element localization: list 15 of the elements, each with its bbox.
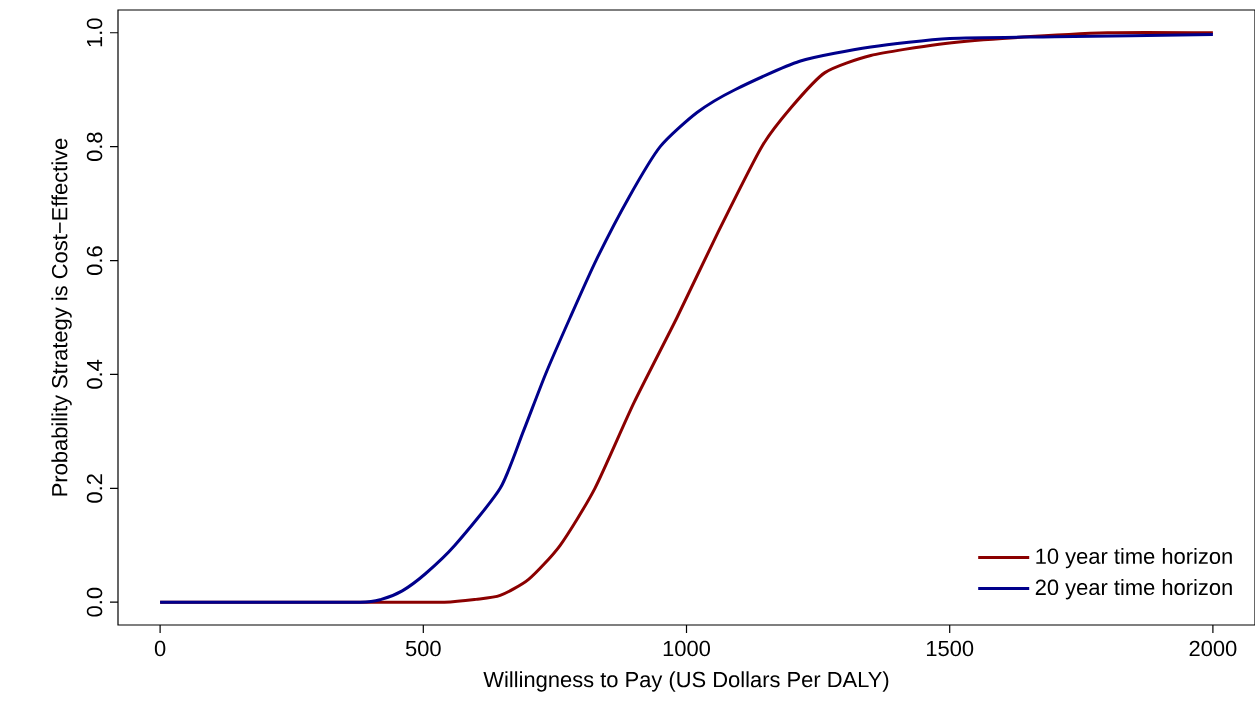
y-tick-label: 1.0 [86,18,103,47]
y-axis-title: Probability Strategy is Cost−Effective [51,138,72,496]
x-tick-label: 1500 [926,640,974,657]
y-tick-label: 0.2 [86,474,103,503]
x-tick-label: 1000 [663,640,710,657]
legend-label: 20 year time horizon [1035,579,1232,600]
y-tick-label: 0.0 [86,587,103,617]
x-tick-label: 2000 [1189,640,1237,657]
x-axis-title: Willingness to Pay (US Dollars Per DALY) [483,671,889,692]
x-tick-label: 500 [405,640,441,657]
y-tick-label: 0.8 [86,132,103,162]
y-tick-label: 0.4 [86,359,103,389]
y-tick-label: 0.6 [86,246,103,275]
x-tick-label: 0 [154,640,166,657]
legend-label: 10 year time horizon [1036,547,1232,569]
